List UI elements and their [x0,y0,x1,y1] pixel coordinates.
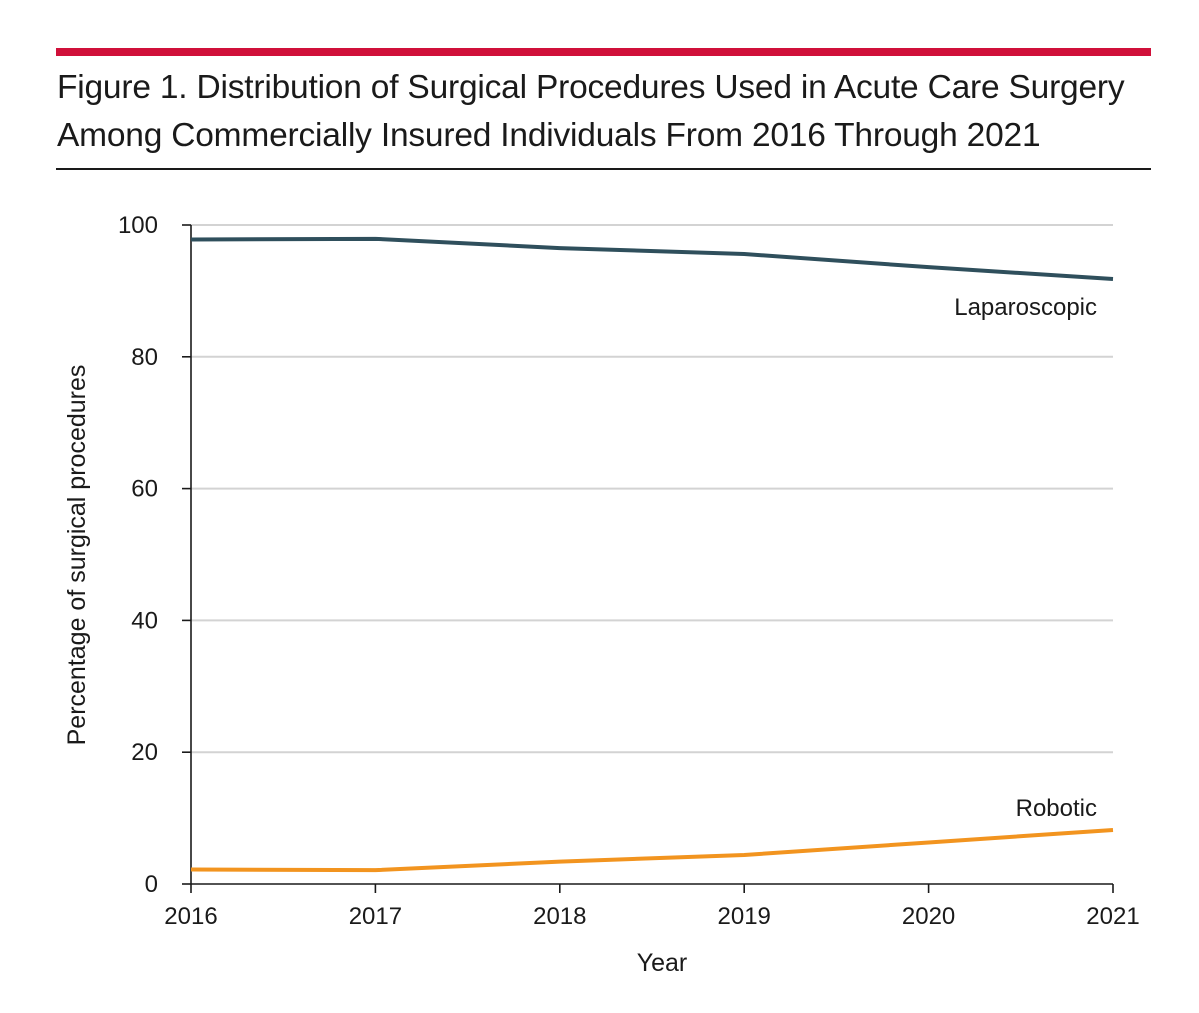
y-tick-label: 0 [145,871,158,898]
x-ticks: 2016 2017 2018 2019 2020 2021 [164,884,1140,930]
series-labels: Laparoscopic Robotic [954,294,1097,822]
y-axis-label: Percentage of surgical procedures [63,365,91,746]
robotic-series-label: Robotic [1016,795,1097,822]
y-tick-label: 80 [131,344,158,371]
y-tick-label: 40 [131,607,158,634]
laparoscopic-series-label: Laparoscopic [954,294,1097,321]
x-tick-label: 2020 [902,903,955,930]
gridlines [191,224,1113,754]
accent-bar [56,48,1151,56]
title-rule [56,168,1151,170]
robotic-line [190,827,1114,873]
x-tick-label: 2016 [164,903,217,930]
x-tick-label: 2019 [718,903,771,930]
laparoscopic-line [190,236,1114,282]
series-lines [190,236,1114,873]
y-tick-label: 20 [131,739,158,766]
figure-title-line-2: Among Commercially Insured Individuals F… [57,117,1041,154]
y-ticks: 0 20 40 60 80 100 [118,212,191,898]
figure-title: Figure 1. Distribution of Surgical Proce… [57,64,1151,160]
figure-title-line-1: Figure 1. Distribution of Surgical Proce… [57,69,1125,106]
x-tick-label: 2017 [349,903,402,930]
x-tick-label: 2018 [533,903,586,930]
y-tick-label: 100 [118,212,158,239]
x-tick-label: 2021 [1086,903,1139,930]
y-tick-label: 60 [131,476,158,503]
axes [190,225,1113,885]
x-axis-label: Year [637,949,688,977]
